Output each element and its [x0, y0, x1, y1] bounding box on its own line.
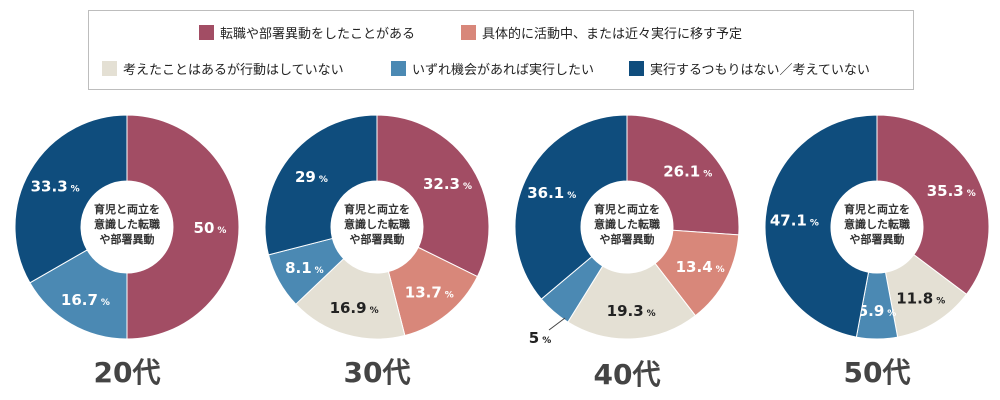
legend-label: 考えたことはあるが行動はしていない — [123, 63, 344, 78]
chart-title: 50代 — [844, 356, 911, 389]
center-label-line: 意識した転職 — [94, 217, 160, 231]
center-label-line: 意識した転職 — [594, 217, 660, 231]
center-label-line: 育児と両立を — [344, 202, 410, 216]
legend-swatch — [391, 61, 406, 76]
slice-value-label: 35.3% — [927, 182, 976, 200]
legend-item: 具体的に活動中、または近々実行に移す予定 — [461, 23, 742, 42]
legend-swatch — [199, 25, 214, 40]
legend-label: 具体的に活動中、または近々実行に移す予定 — [482, 27, 743, 42]
donut-slice — [126, 114, 240, 340]
slice-value-label: 16.9% — [330, 299, 379, 317]
legend-item: 実行するつもりはない／考えていない — [629, 59, 870, 78]
donut-slice — [626, 114, 740, 236]
center-label-line: や部署異動 — [100, 232, 155, 246]
slice-value-label: 26.1% — [663, 162, 712, 180]
chart-legend: 転職や部署異動をしたことがある 具体的に活動中、または近々実行に移す予定 考えた… — [88, 10, 914, 90]
legend-label: 実行するつもりはない／考えていない — [650, 63, 870, 78]
center-label-line: 意識した転職 — [844, 217, 910, 231]
center-label-line: や部署異動 — [350, 232, 405, 246]
slice-value-label: 36.1% — [527, 184, 576, 202]
slice-value-label: 33.3% — [31, 177, 80, 195]
slice-value-label: 13.7% — [405, 283, 454, 301]
slice-value-label: 19.3% — [607, 302, 656, 320]
chart-title: 40代 — [594, 358, 661, 391]
legend-label: 転職や部署異動をしたことがある — [220, 27, 416, 42]
leader-line — [548, 317, 566, 331]
legend-item: いずれ機会があれば実行したい — [391, 59, 594, 78]
center-label-line: や部署異動 — [850, 232, 905, 246]
center-label-line: 育児と両立を — [94, 202, 160, 216]
legend-swatch — [461, 25, 476, 40]
legend-swatch — [102, 61, 117, 76]
donut-slice — [764, 114, 878, 338]
center-label-line: 意識した転職 — [344, 217, 410, 231]
legend-item: 転職や部署異動をしたことがある — [199, 23, 415, 42]
slice-value-label: 16.7% — [61, 291, 110, 309]
legend-item: 考えたことはあるが行動はしていない — [102, 59, 344, 78]
center-label-line: 育児と両立を — [594, 202, 660, 216]
donut-slice — [14, 114, 128, 284]
donut-chart: 32.3 %13.7 %16.9 %8.1 %29 %育児と両立を意識した転職や部署異動3… — [264, 114, 490, 389]
donut-slice — [567, 262, 697, 340]
slice-value-label: 32.3% — [423, 175, 472, 193]
slice-value-label: 47.1% — [770, 211, 819, 229]
donut-slice — [264, 114, 378, 256]
donut-slice — [514, 114, 628, 300]
donut-slice — [876, 114, 990, 296]
donut-slice — [29, 249, 128, 340]
slice-value-label: 13.4% — [676, 258, 725, 276]
center-label-line: や部署異動 — [600, 232, 655, 246]
legend-swatch — [629, 61, 644, 76]
slice-value-label: 5% — [529, 329, 551, 347]
chart-title: 20代 — [94, 356, 161, 389]
legend-label: いずれ機会があれば実行したい — [412, 63, 595, 78]
center-label-line: 育児と両立を — [844, 202, 910, 216]
slice-value-label: 11.8% — [896, 290, 945, 308]
chart-title: 30代 — [344, 356, 411, 389]
donut-slice — [376, 114, 490, 278]
